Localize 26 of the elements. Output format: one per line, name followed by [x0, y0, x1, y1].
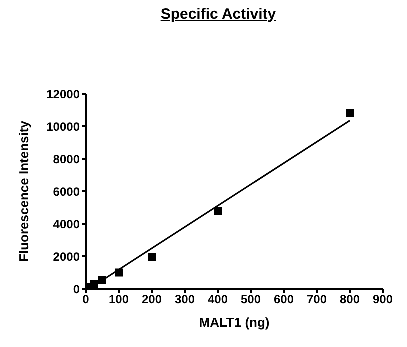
y-tick-label: 12000 [46, 87, 80, 102]
x-tick-label: 900 [372, 292, 394, 307]
point [214, 207, 222, 215]
x-tick-label: 800 [340, 292, 360, 307]
point [148, 253, 156, 262]
point [98, 276, 106, 284]
y-tick-label: 10000 [46, 120, 80, 134]
x-tick-label: 600 [274, 292, 294, 307]
y-tick-label: 2000 [53, 250, 80, 264]
point [115, 268, 123, 277]
x-tick-label: 500 [240, 292, 262, 307]
x-tick-label: 200 [142, 292, 162, 307]
x-tick-label: 700 [306, 292, 328, 307]
chart-title: Specific Activity [160, 6, 278, 23]
y-axis-title: Fluorescence Intensity [16, 120, 32, 262]
x-axis-title: MALT1 (ng) [199, 315, 270, 330]
y-tick-label: 6000 [53, 184, 80, 199]
x-tick-label: 100 [108, 292, 130, 307]
x-tick-label: 300 [174, 292, 196, 307]
x-tick-label: 0 [82, 292, 90, 307]
point [90, 280, 98, 288]
x-tick-label: 400 [208, 292, 228, 307]
point [346, 110, 354, 118]
y-tick-label: 8000 [53, 152, 80, 166]
y-tick-label: 4000 [53, 217, 80, 232]
y-tick-label: 0 [73, 282, 80, 296]
